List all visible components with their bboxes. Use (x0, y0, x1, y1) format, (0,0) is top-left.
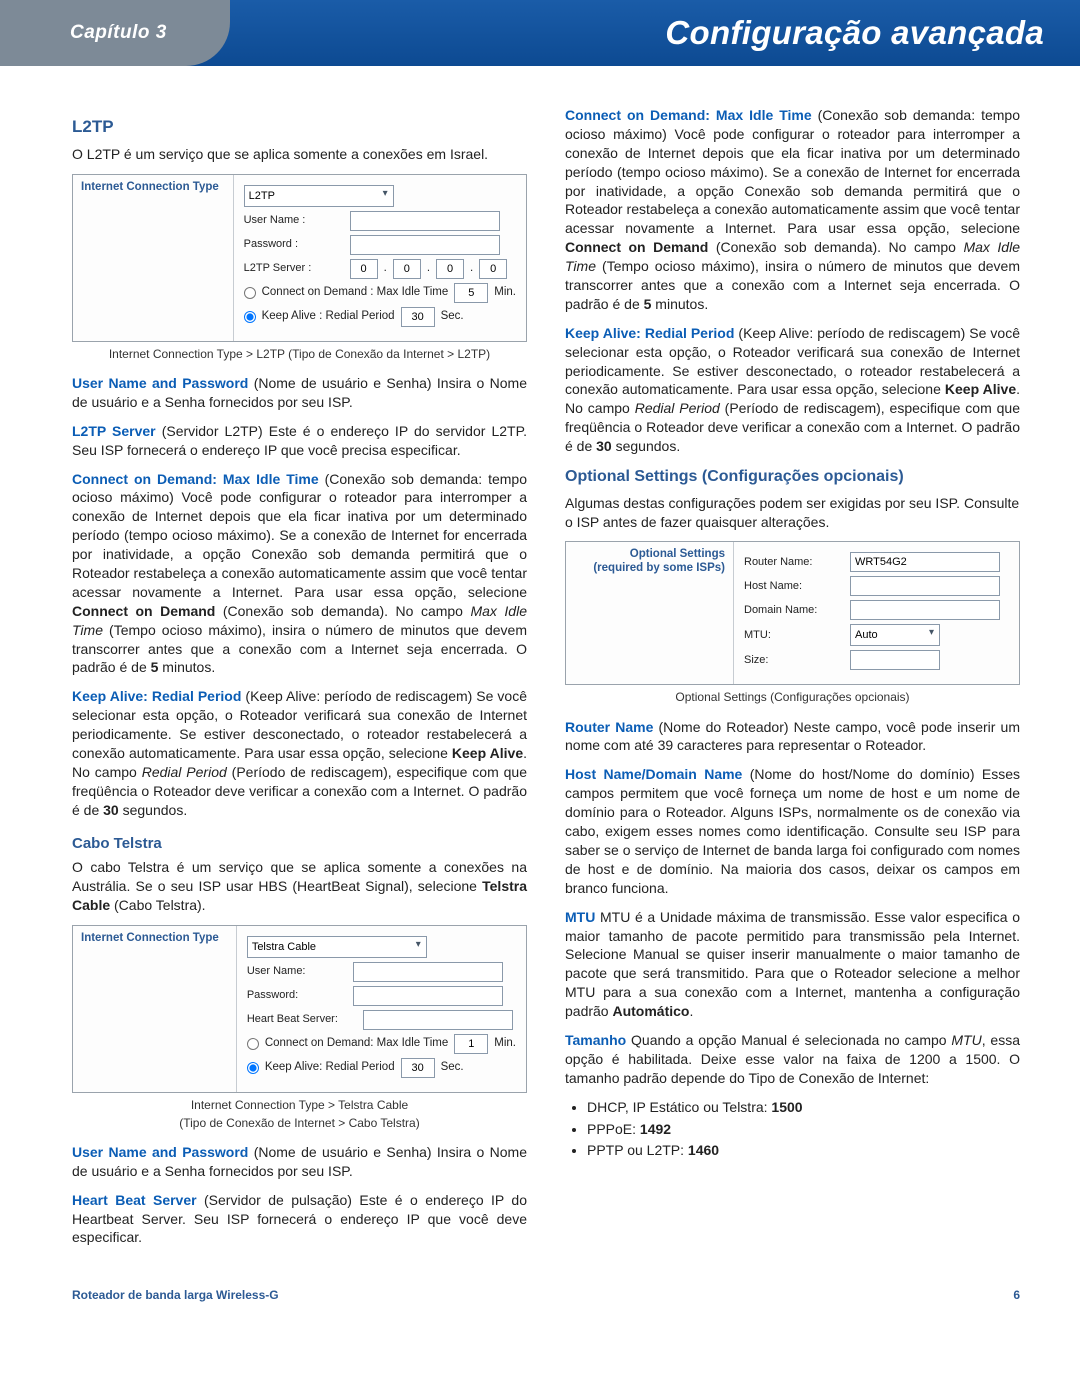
l2tp-fig-section-label: Internet Connection Type (73, 175, 234, 341)
l2tp-server-label: L2TP Server : (244, 261, 344, 276)
opt-size-input[interactable] (850, 650, 940, 670)
l2tp-pass-label: Password : (244, 237, 344, 252)
optional-figure: Optional Settings (required by some ISPs… (565, 541, 1020, 685)
opt-mtu-para: MTU MTU é a Unidade máxima de transmissã… (565, 908, 1020, 1021)
opt-size-label: Size: (744, 653, 844, 668)
list-item: PPPoE: 1492 (587, 1120, 1020, 1139)
opt-mtu-label: MTU: (744, 628, 844, 643)
opt-router-input[interactable] (850, 552, 1000, 572)
telstra-cod-label: Connect on Demand: Max Idle Time (265, 1036, 448, 1052)
opt-host-label: Host Name: (744, 579, 844, 594)
footer-page-number: 6 (1013, 1287, 1020, 1303)
telstra-ka-unit: Sec. (441, 1060, 464, 1076)
opt-size-para: Tamanho Quando a opção Manual é selecion… (565, 1031, 1020, 1088)
optional-caption: Optional Settings (Configurações opciona… (565, 689, 1020, 705)
l2tp-ka-radio[interactable] (244, 311, 256, 323)
optional-heading: Optional Settings (Configurações opciona… (565, 466, 1020, 488)
telstra-pass-input[interactable] (353, 986, 503, 1006)
telstra-user-input[interactable] (353, 962, 503, 982)
optional-fig-section-label: Optional Settings (required by some ISPs… (566, 542, 734, 684)
content-columns: L2TP O L2TP é um serviço que se aplica s… (0, 66, 1080, 1277)
l2tp-figure: Internet Connection Type User Name : Pas… (72, 174, 527, 342)
telstra-ka-radio[interactable] (247, 1062, 259, 1074)
telstra-hbs-para: Heart Beat Server (Servidor de pulsação)… (72, 1191, 527, 1248)
telstra-caption-2: (Tipo de Conexão de Internet > Cabo Tels… (72, 1115, 527, 1131)
left-column: L2TP O L2TP é um serviço que se aplica s… (72, 106, 527, 1257)
page-title: Configuração avançada (665, 0, 1044, 66)
chapter-label: Capítulo 3 (70, 20, 167, 46)
l2tp-ip-1[interactable] (350, 259, 378, 279)
l2tp-ka-label: Keep Alive : Redial Period (262, 309, 395, 325)
l2tp-user-label: User Name : (244, 213, 344, 228)
l2tp-user-input[interactable] (350, 211, 500, 231)
telstra-user-label: User Name: (247, 964, 347, 979)
l2tp-user-para: User Name and Password (Nome de usuário … (72, 374, 527, 412)
list-item: PPTP ou L2TP: 1460 (587, 1141, 1020, 1160)
l2tp-ip-4[interactable] (479, 259, 507, 279)
l2tp-ip-2[interactable] (393, 259, 421, 279)
opt-host-input[interactable] (850, 576, 1000, 596)
l2tp-ip-3[interactable] (436, 259, 464, 279)
mtu-bullets: DHCP, IP Estático ou Telstra: 1500 PPPoE… (587, 1098, 1020, 1161)
opt-router-para: Router Name (Nome do Roteador) Neste cam… (565, 718, 1020, 756)
telstra-conn-type-select[interactable] (247, 936, 427, 958)
l2tp-ka-term: Keep Alive: Redial Period (72, 688, 241, 704)
telstra-caption-1: Internet Connection Type > Telstra Cable (72, 1097, 527, 1113)
l2tp-conn-type-select[interactable] (244, 185, 394, 207)
l2tp-pass-input[interactable] (350, 235, 500, 255)
page-footer: Roteador de banda larga Wireless-G 6 (0, 1277, 1080, 1327)
telstra-cod-value[interactable] (454, 1034, 488, 1054)
opt-mtu-select[interactable] (850, 624, 940, 646)
l2tp-cod-term: Connect on Demand: Max Idle Time (72, 471, 319, 487)
telstra-fig-section-label: Internet Connection Type (73, 926, 237, 1092)
l2tp-intro: O L2TP é um serviço que se aplica soment… (72, 145, 527, 164)
optional-intro: Algumas destas configurações podem ser e… (565, 494, 1020, 532)
l2tp-server-para: L2TP Server (Servidor L2TP) Este é o end… (72, 422, 527, 460)
opt-router-label: Router Name: (744, 555, 844, 570)
l2tp-server-term: L2TP Server (72, 423, 156, 439)
l2tp-cod-radio[interactable] (244, 287, 256, 299)
right-column: Connect on Demand: Max Idle Time (Conexã… (565, 106, 1020, 1257)
right-ka-para: Keep Alive: Redial Period (Keep Alive: p… (565, 324, 1020, 456)
l2tp-cod-label: Connect on Demand : Max Idle Time (262, 285, 449, 301)
telstra-hbs-input[interactable] (363, 1010, 513, 1030)
l2tp-ka-para: Keep Alive: Redial Period (Keep Alive: p… (72, 687, 527, 819)
l2tp-ka-value[interactable] (401, 307, 435, 327)
opt-domain-label: Domain Name: (744, 603, 844, 618)
telstra-figure: Internet Connection Type User Name: Pass… (72, 925, 527, 1093)
l2tp-cod-para: Connect on Demand: Max Idle Time (Conexã… (72, 470, 527, 678)
l2tp-ka-unit: Sec. (441, 309, 464, 325)
telstra-cod-unit: Min. (494, 1036, 516, 1052)
l2tp-user-term: User Name and Password (72, 375, 248, 391)
telstra-cod-radio[interactable] (247, 1038, 259, 1050)
l2tp-cod-unit: Min. (494, 285, 516, 301)
telstra-ka-value[interactable] (401, 1058, 435, 1078)
telstra-pass-label: Password: (247, 988, 347, 1003)
page-header: Capítulo 3 Configuração avançada (0, 0, 1080, 66)
footer-product: Roteador de banda larga Wireless-G (72, 1287, 279, 1303)
opt-host-para: Host Name/Domain Name (Nome do host/Nome… (565, 765, 1020, 897)
list-item: DHCP, IP Estático ou Telstra: 1500 (587, 1098, 1020, 1117)
chapter-tab: Capítulo 3 (0, 0, 230, 66)
telstra-heading: Cabo Telstra (72, 834, 527, 854)
l2tp-cod-value[interactable] (454, 283, 488, 303)
telstra-user-para: User Name and Password (Nome de usuário … (72, 1143, 527, 1181)
telstra-intro: O cabo Telstra é um serviço que se aplic… (72, 858, 527, 915)
telstra-ka-label: Keep Alive: Redial Period (265, 1060, 395, 1076)
l2tp-heading: L2TP (72, 116, 527, 139)
l2tp-caption: Internet Connection Type > L2TP (Tipo de… (72, 346, 527, 362)
telstra-hbs-label: Heart Beat Server: (247, 1012, 357, 1027)
opt-domain-input[interactable] (850, 600, 1000, 620)
right-cod-para: Connect on Demand: Max Idle Time (Conexã… (565, 106, 1020, 314)
